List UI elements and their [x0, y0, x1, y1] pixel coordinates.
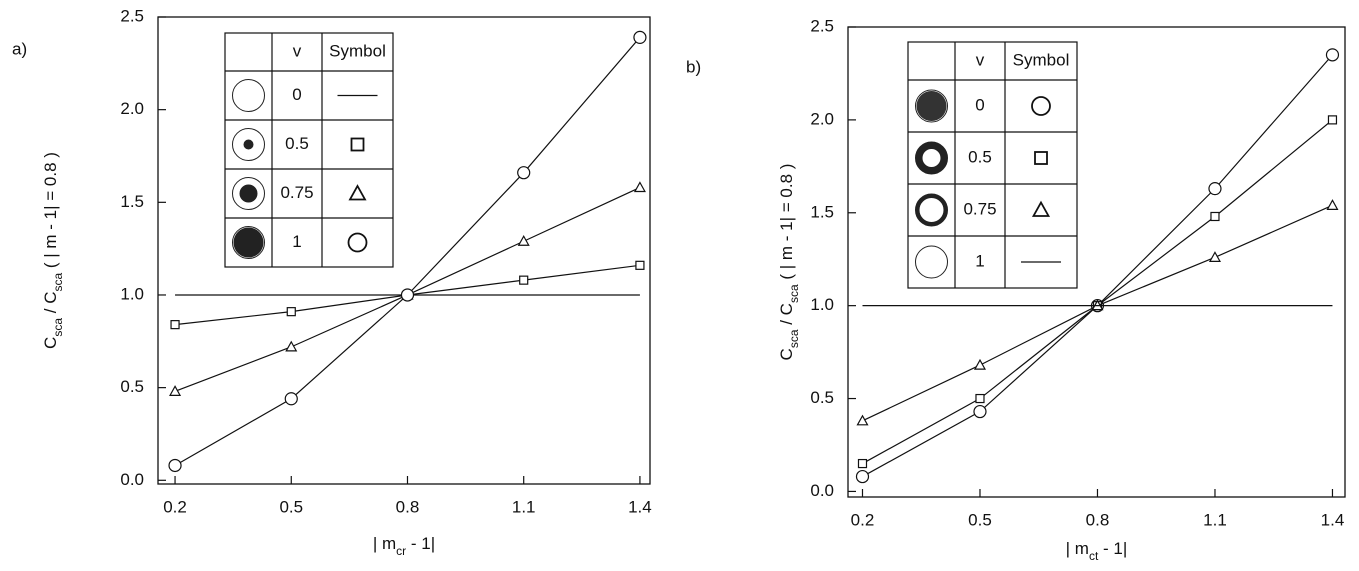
data-point: [635, 182, 645, 191]
x-tick-label: 1.1: [512, 497, 536, 516]
panel-label: b): [686, 57, 701, 76]
x-tick-label: 1.1: [1203, 510, 1227, 529]
data-point: [975, 360, 985, 369]
data-point: [1327, 200, 1337, 209]
legend-symbol: [1035, 152, 1047, 164]
data-point: [1209, 183, 1221, 195]
axis-label-part: | m: [373, 534, 396, 553]
y-tick-label: 2.5: [810, 16, 834, 35]
data-point: [1328, 116, 1336, 124]
axis-label: | mct - 1|: [1066, 539, 1128, 563]
data-point: [520, 276, 528, 284]
legend-symbol: [352, 139, 364, 151]
legend-particle-core: [244, 140, 254, 150]
data-point: [974, 406, 986, 418]
legend-header: v: [976, 50, 985, 69]
data-point: [170, 386, 180, 395]
legend-label: 0: [975, 95, 984, 114]
axis-label-subscript: sca: [787, 329, 801, 348]
axis-label-part: ( | m - 1| = 0.8 ): [777, 164, 796, 285]
legend-symbol: [1032, 97, 1050, 115]
axis-label-part: ( | m - 1| = 0.8 ): [41, 152, 60, 273]
axis-label: Csca / Csca ( | m - 1| = 0.8 ): [41, 152, 65, 349]
axis-label-part: C: [777, 348, 796, 360]
y-tick-label: 1.5: [120, 192, 144, 211]
x-tick-label: 0.8: [1086, 510, 1110, 529]
axis-label-subscript: cr: [396, 544, 406, 558]
axis-label: Csca / Csca ( | m - 1| = 0.8 ): [777, 164, 801, 361]
data-point: [1326, 49, 1338, 61]
y-tick-label: 0.0: [120, 470, 144, 489]
y-tick-label: 1.0: [120, 284, 144, 303]
legend-label: 0.5: [285, 134, 309, 153]
legend-particle-fill: [917, 91, 947, 121]
axis-label-part: - 1|: [406, 534, 435, 553]
axis-label: | mcr - 1|: [373, 534, 435, 558]
data-point: [857, 416, 867, 425]
data-point: [285, 393, 297, 405]
series-line: [862, 205, 1332, 420]
y-tick-label: 2.0: [120, 99, 144, 118]
data-point: [519, 236, 529, 245]
data-point: [1211, 212, 1219, 220]
legend-header: Symbol: [1013, 50, 1070, 69]
y-tick-label: 1.5: [810, 202, 834, 221]
data-point: [169, 459, 181, 471]
legend-particle-core: [234, 228, 264, 258]
x-tick-label: 0.8: [396, 497, 420, 516]
y-tick-label: 0.5: [810, 388, 834, 407]
y-tick-label: 0.5: [120, 377, 144, 396]
legend-symbol: [350, 186, 365, 200]
legend-label: 0.5: [968, 147, 992, 166]
data-point: [634, 31, 646, 43]
x-tick-label: 1.4: [628, 497, 652, 516]
legend-header: v: [293, 41, 302, 60]
data-point: [1210, 252, 1220, 261]
legend-label: 1: [975, 251, 984, 270]
data-point: [518, 167, 530, 179]
x-tick-label: 0.5: [279, 497, 303, 516]
data-point: [171, 321, 179, 329]
axis-label-subscript: sca: [51, 273, 65, 292]
panel-label: a): [12, 39, 27, 58]
y-tick-label: 2.5: [120, 6, 144, 25]
x-tick-label: 0.5: [968, 510, 992, 529]
legend-particle-core: [240, 185, 258, 203]
y-tick-label: 0.0: [810, 481, 834, 500]
legend-label: 0.75: [963, 199, 996, 218]
data-point: [976, 395, 984, 403]
data-point: [636, 261, 644, 269]
data-point: [286, 342, 296, 351]
axis-label-part: - 1|: [1098, 539, 1127, 558]
legend-label: 1: [292, 232, 301, 251]
axis-label-part: C: [41, 337, 60, 349]
axis-label-part: / C: [41, 292, 60, 318]
legend-symbol: [1034, 203, 1049, 217]
data-point: [856, 471, 868, 483]
data-point: [401, 289, 413, 301]
legend-symbol: [349, 234, 367, 252]
legend-label: 0.75: [280, 183, 313, 202]
x-tick-label: 1.4: [1321, 510, 1345, 529]
y-tick-label: 1.0: [810, 295, 834, 314]
plot-frame: [158, 17, 650, 484]
axis-label-part: / C: [777, 303, 796, 329]
y-tick-label: 2.0: [810, 109, 834, 128]
axis-label-subscript: sca: [787, 284, 801, 303]
data-point: [858, 460, 866, 468]
x-tick-label: 0.2: [851, 510, 875, 529]
figure: a) 0.0 0.5 1.0 1.5 2.0 2.5 0.2 0.5 0.8 1.1 1.4 Csca …: [0, 0, 1359, 571]
x-tick-label: 0.2: [163, 497, 187, 516]
data-point: [287, 308, 295, 316]
legend-particle: [233, 80, 265, 112]
legend-header: Symbol: [329, 41, 386, 60]
axis-label-subscript: sca: [51, 318, 65, 337]
legend-label: 0: [292, 85, 301, 104]
legend-particle: [916, 246, 948, 278]
axis-label-part: | m: [1066, 539, 1089, 558]
